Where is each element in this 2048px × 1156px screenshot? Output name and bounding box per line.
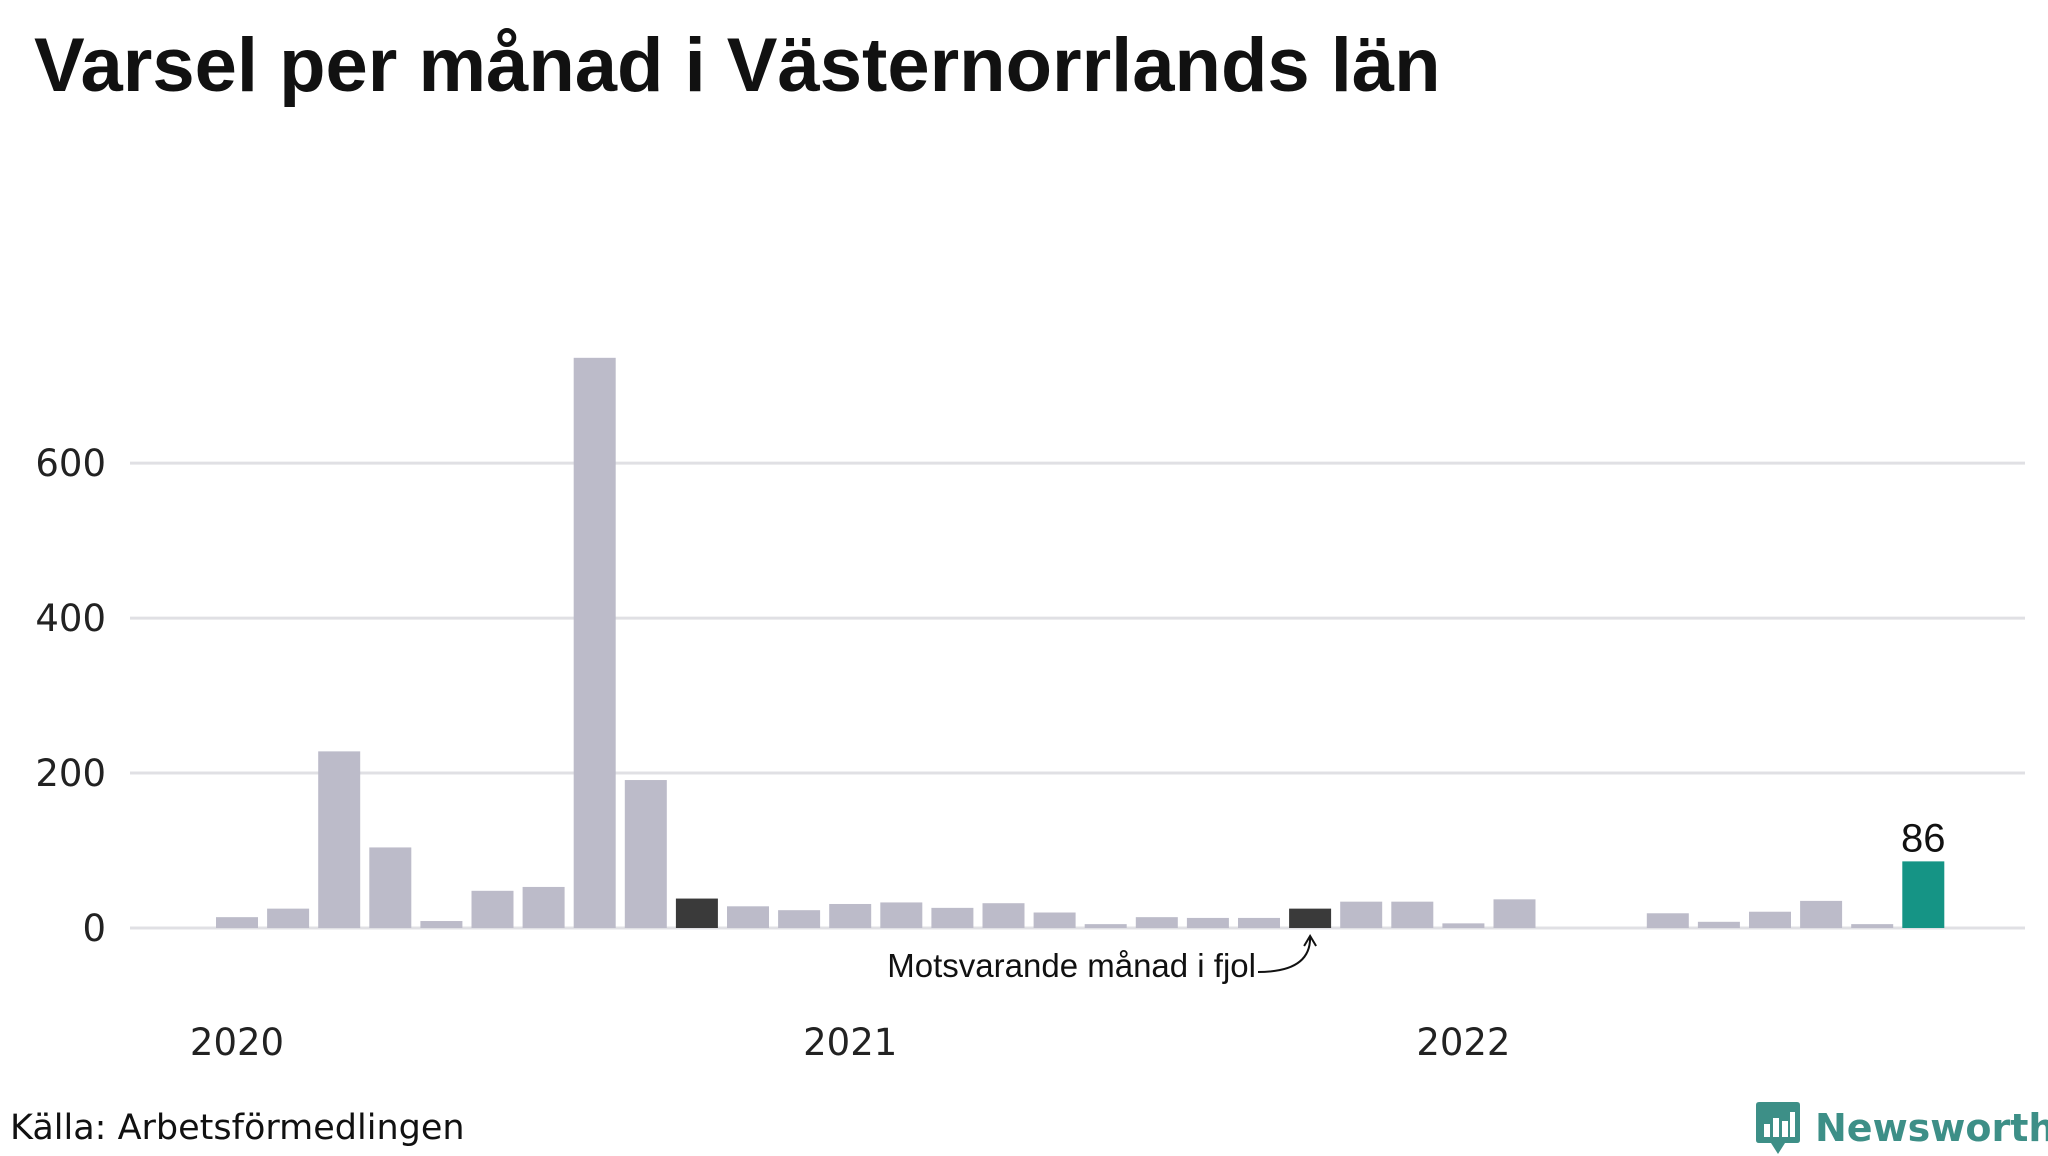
bar-2022-10 [1902,861,1945,928]
y-axis-labels: 0 200 400 600 [35,442,106,950]
bar-2022-07 [1749,911,1791,928]
bar-2021-12 [1391,901,1434,928]
chart-title: Varsel per månad i Västernorrlands län [34,23,1441,108]
x-tick-label-2021: 2021 [803,1021,897,1064]
bar-2020-09 [624,780,667,928]
bar-2021-07 [1135,917,1178,928]
bar-2020-12 [778,910,821,928]
annotation-text: Motsvarande månad i fjol [887,947,1256,984]
bar-2020-07 [522,886,565,928]
bar-2022-06 [1697,921,1740,928]
brand-name: Newsworthy [1815,1106,2048,1150]
bar-2021-05 [1033,912,1076,928]
annotation-arrow [1257,937,1312,973]
bar-2022-01 [1442,923,1485,928]
bar-2020-06 [471,890,514,928]
brand-logo: Newsworthy [1755,1100,2048,1156]
x-axis-labels: 2020 2021 2022 [190,1021,1511,1064]
bar-2022-02 [1493,899,1536,928]
bar-2020-01 [216,917,258,928]
bar-2021-04 [982,903,1025,928]
bar-2021-10 [1289,908,1332,928]
bar-2022-08 [1800,900,1843,928]
bar-2021-01 [829,903,872,928]
bar-2022-05 [1646,913,1689,928]
x-tick-label-2022: 2022 [1416,1021,1510,1064]
y-tick-label: 600 [35,442,106,485]
y-tick-label: 0 [82,907,106,950]
bar-2022-09 [1851,924,1894,928]
source-note: Källa: Arbetsförmedlingen [10,1108,465,1148]
highlight-value-label: 86 [1901,816,1946,860]
bar-2021-03 [931,907,974,928]
bar-2020-11 [727,906,769,928]
annotation-arrowhead [1303,934,1317,947]
bar-2020-04 [369,847,412,928]
annotations: 86 Motsvarande månad i fjol [887,816,1945,984]
bar-2021-11 [1340,901,1383,928]
bar-2021-08 [1186,917,1229,928]
bar-2021-06 [1084,924,1127,928]
gridlines [130,461,2025,930]
bar-2020-03 [318,751,361,928]
y-tick-label: 200 [35,752,106,795]
newsworthy-logo-icon [1756,1102,1800,1154]
bar-2021-02 [880,902,923,928]
y-tick-label: 400 [35,597,106,640]
x-tick-label-2020: 2020 [190,1021,284,1064]
bar-2021-09 [1238,917,1280,928]
bar-2020-02 [267,908,310,928]
bars [216,357,1945,928]
bar-2020-08 [573,357,616,928]
bar-2020-05 [420,921,463,928]
bar-2020-10 [675,898,718,928]
